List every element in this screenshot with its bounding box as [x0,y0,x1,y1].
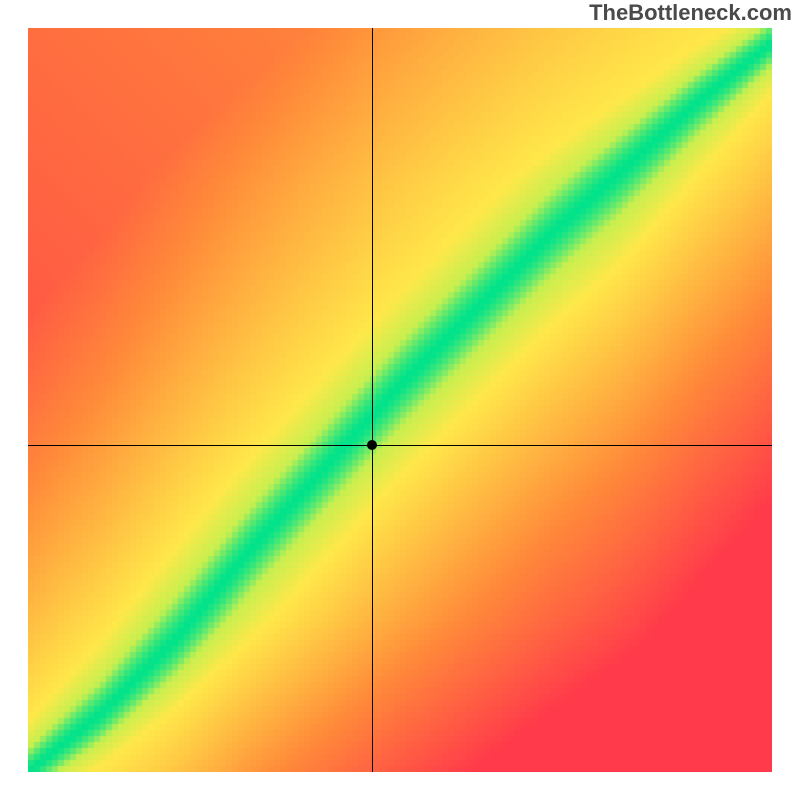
heatmap-canvas [28,28,772,772]
crosshair-horizontal [28,445,772,446]
watermark: TheBottleneck.com [589,0,792,26]
bottleneck-heatmap [28,28,772,772]
crosshair-vertical [372,28,373,772]
crosshair-marker [367,440,377,450]
